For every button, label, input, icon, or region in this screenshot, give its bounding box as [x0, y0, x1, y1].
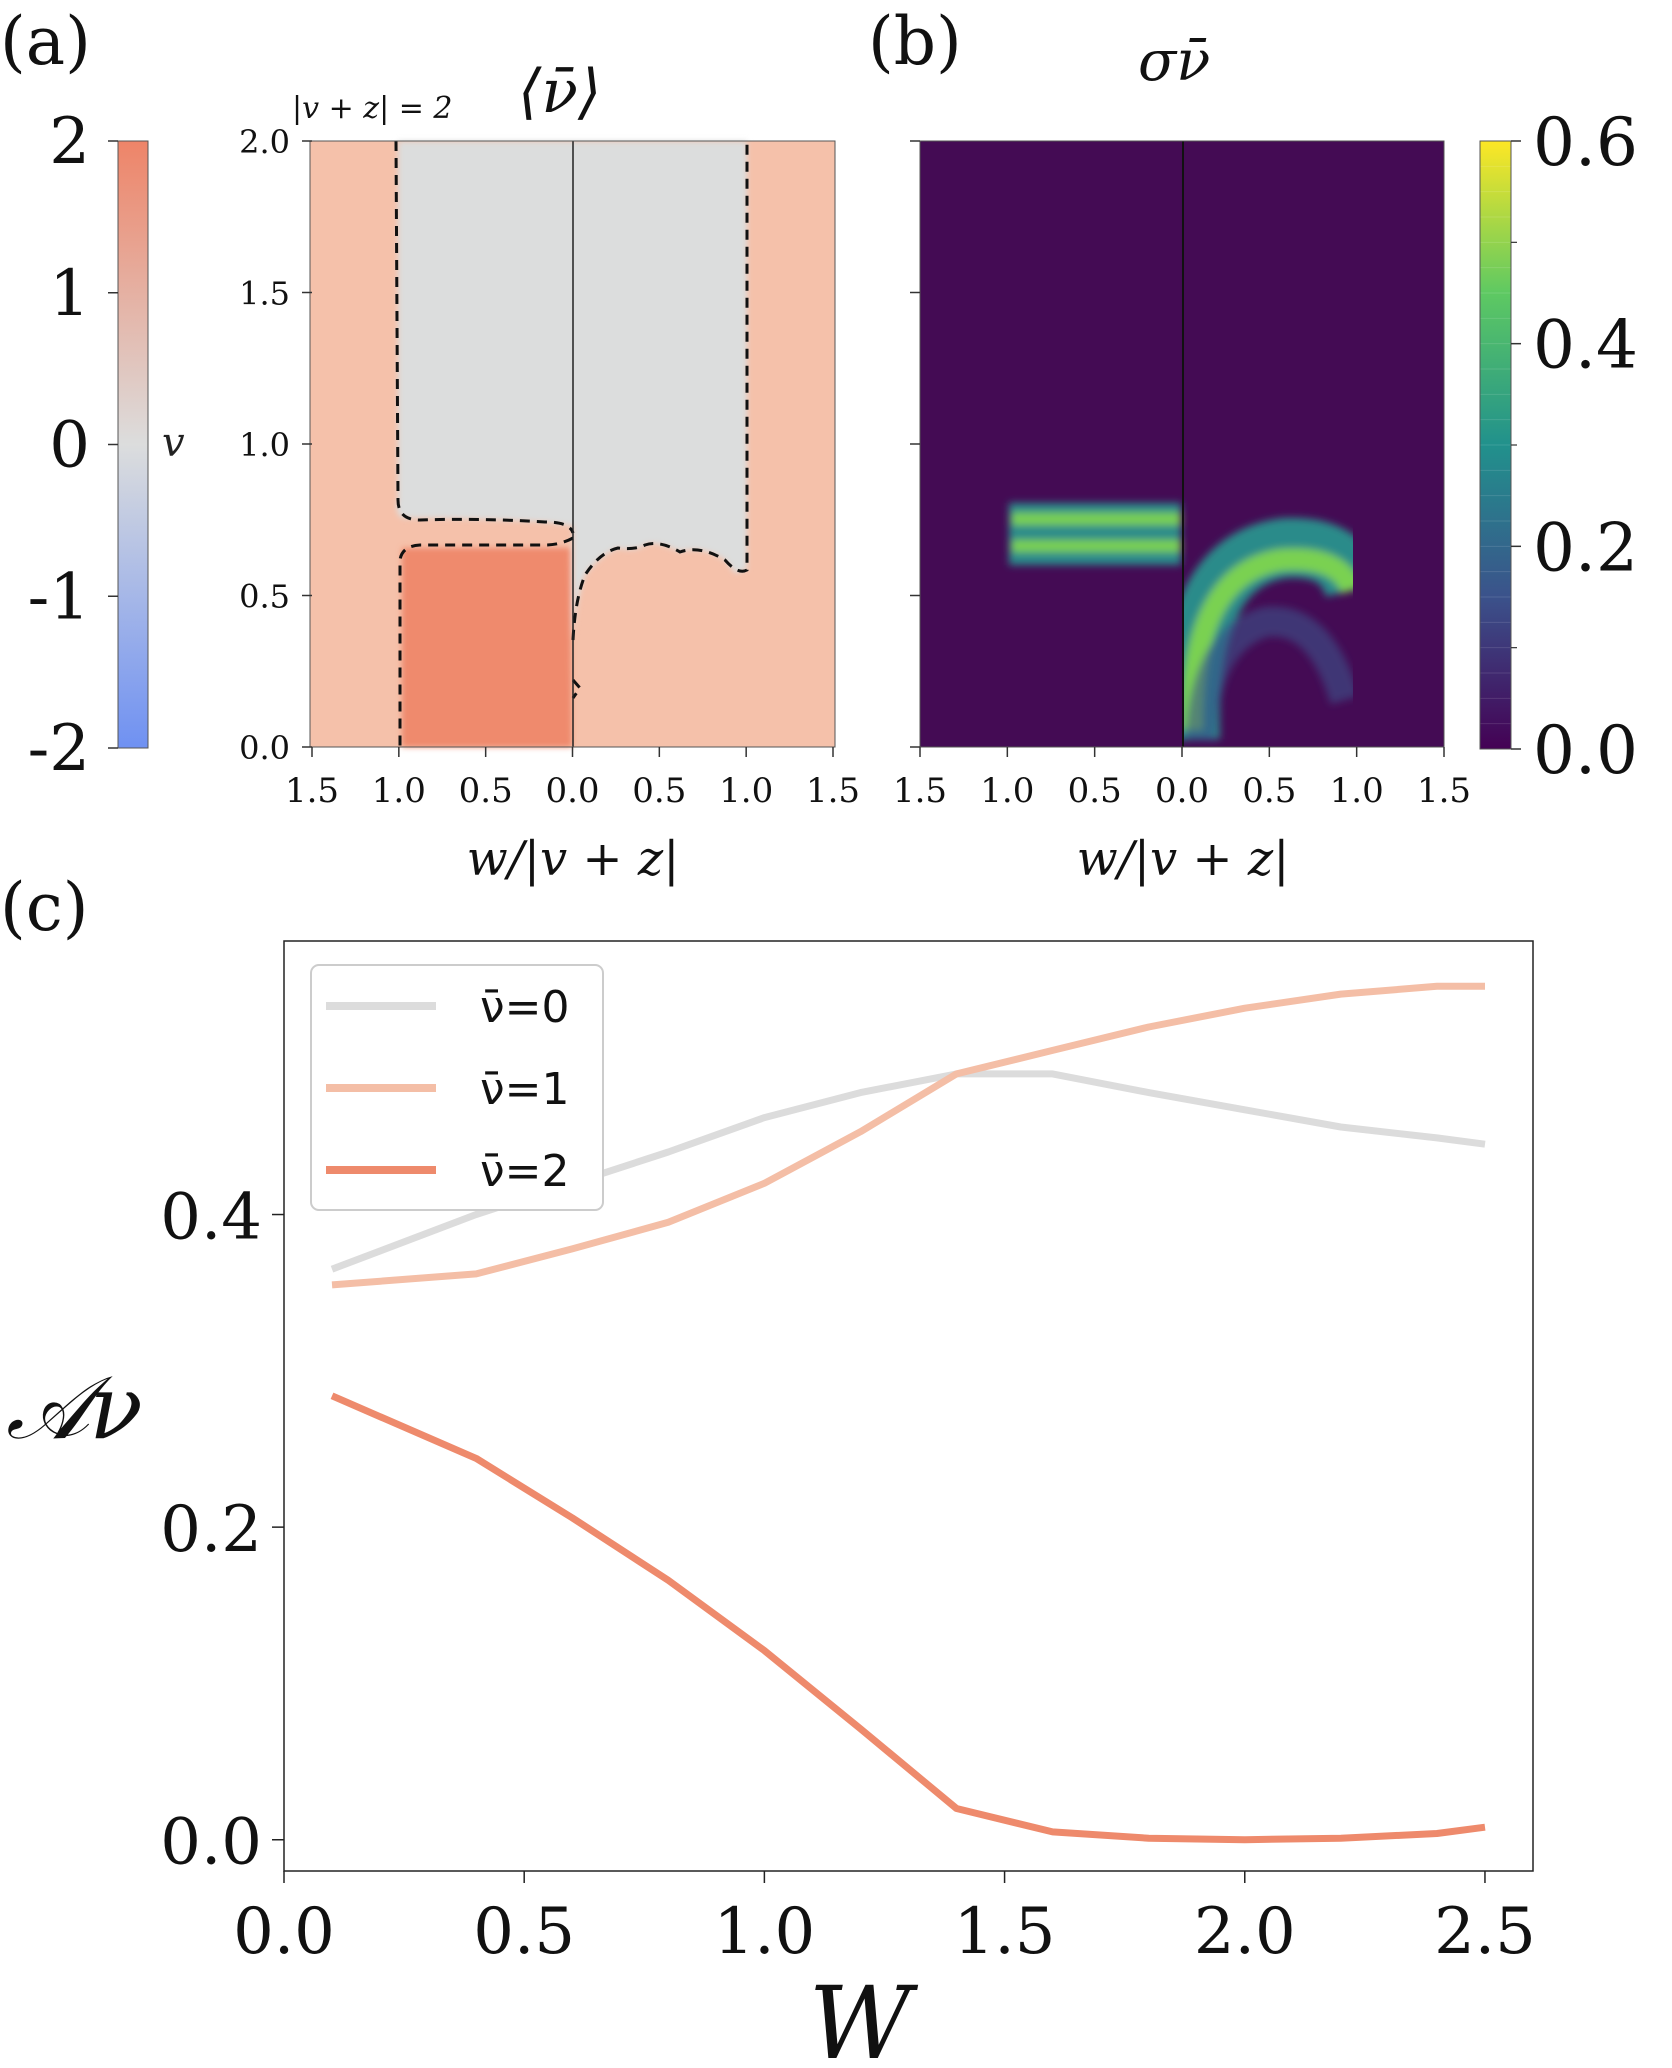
panel-a: |v + z| = 2 ⟨ν̄⟩ 1.5 1.0 0.5 0.0 0.5 1.0 1.5 0…	[239, 57, 860, 887]
panel-c-ylabel: 𝒜ν	[6, 1356, 143, 1459]
panel-c-label: (c)	[0, 869, 88, 946]
colorbar-v: 2 1 0 -1 -2 v	[28, 105, 185, 786]
x-tick-label: 0.0	[1155, 771, 1209, 811]
colorbar-sigma-tick-label: 0.0	[1533, 712, 1638, 789]
colorbar-v-tick-label: -1	[28, 560, 90, 634]
panel-b-xlabel: w/|v + z|	[1077, 831, 1290, 887]
colorbar-sigma-gradient	[1480, 141, 1511, 749]
panel-a-annotation: |v + z| = 2	[292, 91, 452, 126]
sigma-arc-core	[1183, 548, 1353, 731]
y-tick-label: 0.5	[239, 578, 290, 616]
region-nu2	[402, 548, 572, 747]
phase-boundaries	[394, 140, 749, 747]
panel-b-label: (b)	[868, 3, 962, 80]
x-tick-label: 0.0	[545, 771, 599, 811]
legend-label-nu1: ν̄=1	[480, 1064, 569, 1115]
x-tick-label: 0.5	[632, 771, 686, 811]
sigma-band-outer	[1009, 503, 1181, 565]
panel-a-label: (a)	[0, 3, 91, 80]
x-tick-label: 1.5	[1417, 771, 1471, 811]
x-tick-label: 0.5	[1068, 771, 1122, 811]
x-tick-label: 1.5	[954, 1895, 1056, 1969]
panel-b: σν̄ 1.5 1.0 0.5 0.0 0.5 1.0 1.5 w/|v + z|	[893, 29, 1471, 887]
y-tick-label: 0.0	[160, 1806, 262, 1880]
x-tick-label: 2.5	[1434, 1895, 1536, 1969]
sigma-band-lower	[1012, 540, 1181, 552]
y-tick-label: 0.4	[160, 1181, 262, 1255]
colorbar-sigma: 0.6 0.4 0.2 0.0	[1479, 104, 1638, 789]
x-tick-label: 1.0	[719, 771, 773, 811]
x-tick-label: 1.5	[285, 771, 339, 811]
sigma-band-upper	[1012, 513, 1181, 525]
x-tick-label: 1.0	[980, 771, 1034, 811]
colorbar-sigma-tick-label: 0.2	[1533, 509, 1638, 586]
colorbar-sigma-tick-label: 0.4	[1533, 307, 1638, 384]
y-tick-label: 0.0	[239, 729, 290, 767]
y-tick-label: 1.5	[239, 275, 290, 313]
y-tick-label: 1.0	[239, 426, 290, 464]
panel-c: 0.0 0.5 1.0 1.5 2.0 2.5 0.00.20.4 ν̄=0ν̄=1ν̄=…	[6, 940, 1536, 2068]
y-tick-label: 2.0	[239, 123, 290, 161]
panel-a-xlabel: w/|v + z|	[467, 831, 680, 887]
colorbar-sigma-tick-label: 0.6	[1533, 104, 1638, 181]
colorbar-v-tick-label: 0	[49, 409, 90, 483]
legend-label-nu2: ν̄=2	[480, 1146, 569, 1197]
panel-a-title: ⟨ν̄⟩	[518, 57, 601, 127]
legend-frame	[310, 964, 604, 1211]
colorbar-v-gradient	[118, 141, 148, 748]
x-tick-label: 1.0	[713, 1895, 815, 1969]
colorbar-v-tick-label: 1	[49, 257, 90, 331]
panel-b-title: σν̄	[1138, 29, 1210, 94]
x-tick-label: 0.0	[233, 1895, 335, 1969]
colorbar-v-label: v	[162, 420, 185, 466]
colorbar-v-tick-label: 2	[49, 105, 90, 179]
y-tick-label: 0.2	[160, 1493, 262, 1567]
x-tick-label: 1.0	[1330, 771, 1384, 811]
legend: ν̄=0 ν̄=1 ν̄=2	[310, 964, 604, 1211]
x-tick-label: 1.5	[893, 771, 947, 811]
region-nu0-left	[396, 141, 573, 526]
x-tick-label: 1.0	[372, 771, 426, 811]
legend-label-nu0: ν̄=0	[480, 982, 569, 1033]
x-tick-label: 2.0	[1194, 1895, 1296, 1969]
panel-c-xlabel: W	[809, 1965, 919, 2068]
x-tick-label: 0.5	[459, 771, 513, 811]
sigma-arc-inner-haze	[1185, 606, 1353, 741]
x-tick-label: 1.5	[806, 771, 860, 811]
x-tick-label: 0.5	[473, 1895, 575, 1969]
x-tick-label: 0.5	[1242, 771, 1296, 811]
region-nu0-right	[573, 141, 747, 640]
colorbar-v-tick-label: -2	[28, 712, 90, 786]
